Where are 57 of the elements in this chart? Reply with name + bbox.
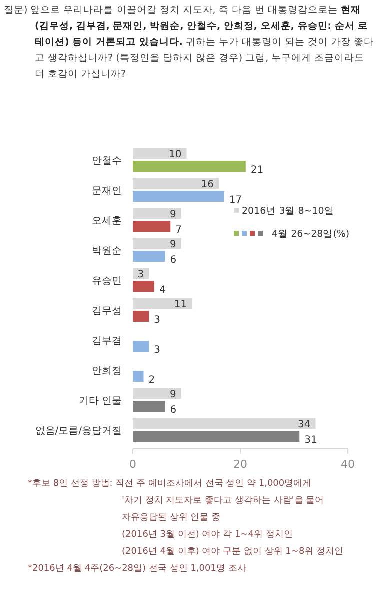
chart-title: 질문) 앞으로 우리나라를 이끌어갈 정치 지도자, 즉 다음 번 대통령감으로는 현재 (김무성, 김부겸, 문재인, 박원순, 안철수, 안희정, 오세훈, 유승민: 순서 로테이션) 등이 거론되고 있습니다. 귀하는 누가 대통령이 되는 것이 가장 좋다고 생각하십니까? (특정인을 답하지 않은 경우) 그럼, 누구에게 조금이라도 더 호감이 가십니까? bbox=[4, 4, 375, 82]
bar bbox=[133, 178, 219, 189]
y-tick-label: 유승민 bbox=[92, 276, 122, 287]
data-label: 9 bbox=[170, 210, 176, 220]
bar bbox=[133, 311, 150, 322]
text: *후보 8인 선정 방법: 직전 주 예비조사에서 전국 성인 약 1,000명에게 bbox=[28, 479, 312, 489]
data-label: 3 bbox=[154, 315, 160, 326]
bar bbox=[133, 148, 187, 159]
data-label: 3 bbox=[154, 345, 160, 356]
data-label: 17 bbox=[229, 195, 242, 206]
x-tick-label: 20 bbox=[234, 458, 248, 471]
bar bbox=[133, 401, 166, 412]
data-label: 16 bbox=[201, 180, 214, 190]
bar bbox=[133, 371, 144, 382]
y-tick-label: 안철수 bbox=[92, 156, 122, 167]
bar bbox=[133, 431, 300, 442]
text: '차기 정치 지도자로 좋다고 생각하는 사람'을 물어 bbox=[122, 496, 324, 506]
data-label: 7 bbox=[176, 225, 182, 236]
y-tick-label: 안희정 bbox=[92, 366, 122, 377]
bar bbox=[133, 281, 154, 292]
data-label: 6 bbox=[170, 255, 177, 266]
bar bbox=[133, 418, 316, 429]
bar bbox=[133, 388, 182, 399]
x-tick-label: 0 bbox=[130, 458, 136, 471]
bar bbox=[133, 251, 166, 262]
bar bbox=[133, 208, 182, 219]
bar bbox=[133, 298, 192, 309]
data-label: 10 bbox=[169, 150, 182, 160]
x-tick-label: 40 bbox=[341, 458, 355, 471]
data-label: 11 bbox=[174, 300, 188, 310]
data-label: 3 bbox=[138, 270, 144, 280]
y-tick-label: 오세훈 bbox=[92, 216, 122, 227]
text: *2016년 4월 4주(26~28일) 전국 성인 1,001명 조사 bbox=[28, 564, 246, 574]
y-tick-label: 없음/모름/응답거절 bbox=[35, 426, 122, 437]
data-label: 9 bbox=[170, 390, 176, 400]
bar bbox=[133, 161, 246, 172]
text: (2016년 3월 이전) 여야 각 1~4위 정치인 bbox=[122, 530, 293, 540]
bar bbox=[133, 221, 171, 232]
y-tick-label: 문재인 bbox=[92, 186, 122, 197]
bar bbox=[133, 191, 224, 202]
y-tick-label: 기타 인물 bbox=[78, 396, 122, 407]
data-label: 34 bbox=[298, 420, 311, 430]
data-label: 21 bbox=[250, 165, 264, 176]
data-label: 9 bbox=[170, 240, 176, 250]
legend-label: 2016년 3월 8~10일 bbox=[242, 206, 334, 217]
y-tick-label: 김부겸 bbox=[92, 336, 122, 347]
y-tick-label: 김무성 bbox=[92, 306, 122, 317]
bar bbox=[133, 341, 150, 352]
data-label: 4 bbox=[160, 285, 166, 296]
legend-label: 4월 26~28일(%) bbox=[272, 229, 350, 240]
text: 자유응답된 상위 인물 중 bbox=[122, 513, 221, 523]
data-label: 31 bbox=[304, 435, 318, 446]
data-label: 2 bbox=[148, 375, 156, 386]
bar bbox=[133, 238, 182, 249]
data-label: 6 bbox=[170, 405, 177, 416]
text: (2016년 4월 이후) 여야 구분 없이 상위 1~8위 정치인 bbox=[122, 547, 344, 557]
y-tick-label: 박원순 bbox=[92, 246, 122, 257]
